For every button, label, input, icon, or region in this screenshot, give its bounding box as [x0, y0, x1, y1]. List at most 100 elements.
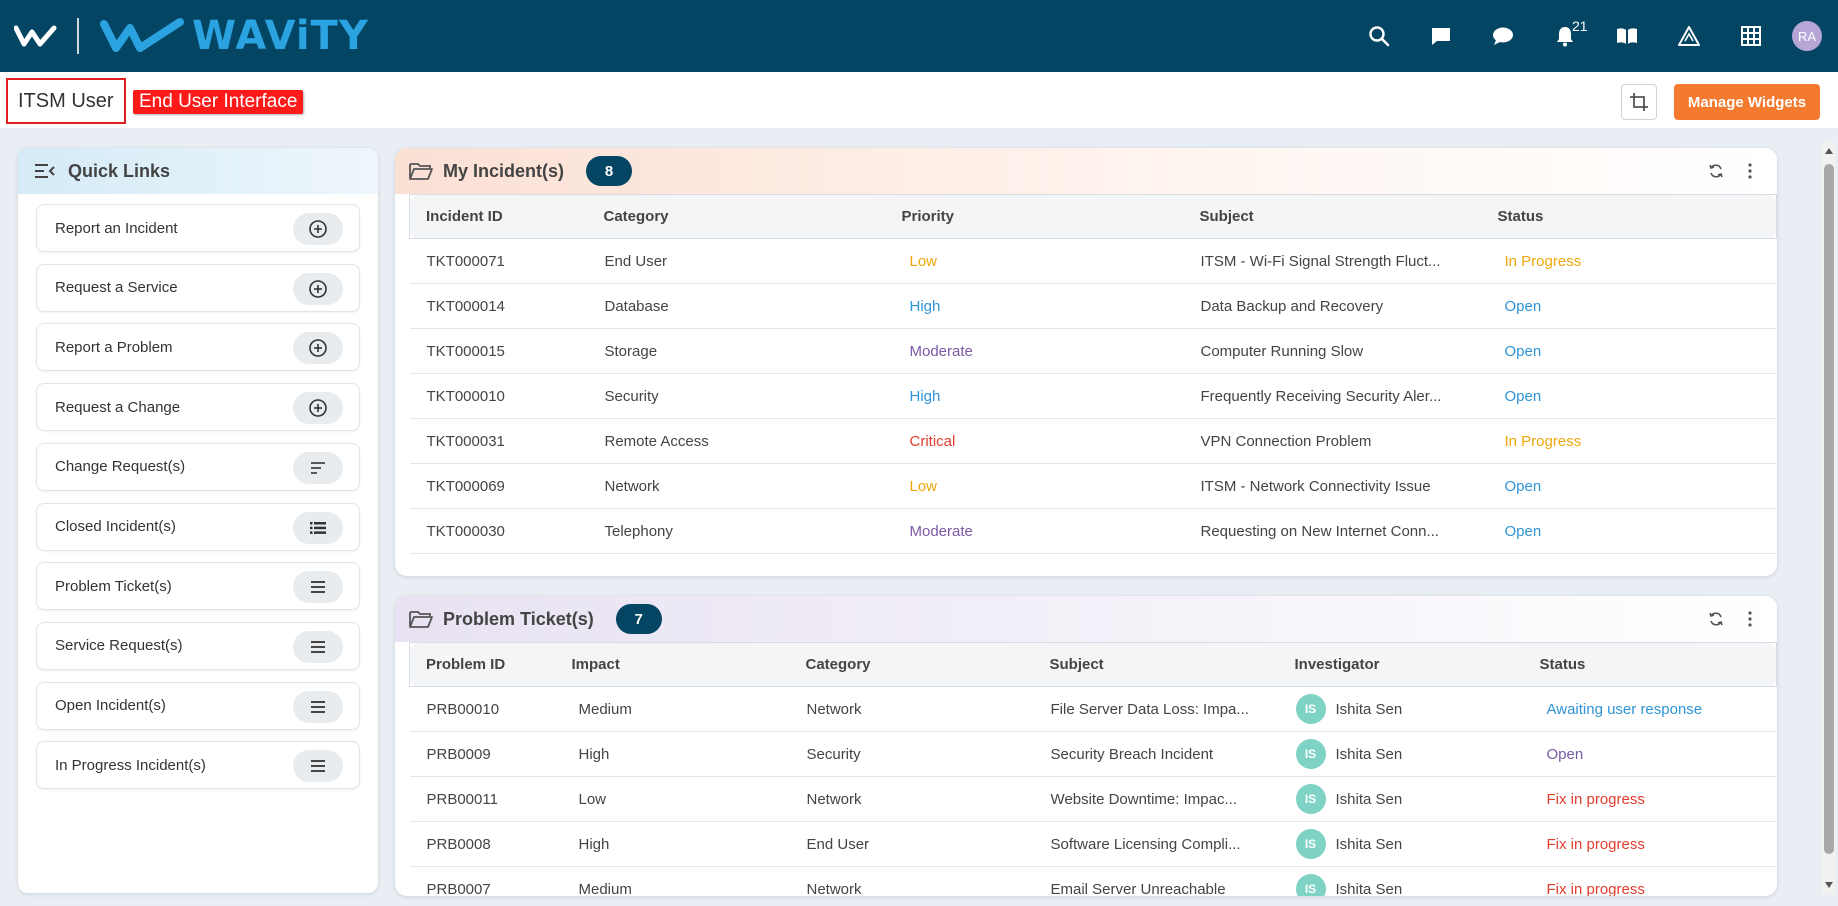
investigator-avatar: IS [1295, 874, 1326, 896]
quick-link-item[interactable]: Change Request(s) [36, 442, 360, 491]
column-header[interactable]: Priority [885, 194, 1184, 239]
incident-id: TKT000014 [409, 283, 588, 329]
wavity-wordmark: WAViTY [192, 13, 369, 59]
incident-row[interactable]: TKT000031 Remote Access Critical VPN Connec… [409, 418, 1777, 464]
incident-priority: Moderate [885, 508, 1184, 554]
menu-icon[interactable] [293, 571, 343, 604]
notifications-button[interactable]: 21 [1534, 0, 1596, 72]
quick-link-item[interactable]: Report an Incident [36, 204, 360, 252]
apps-grid-button[interactable] [1720, 0, 1782, 72]
column-header[interactable]: Subject [1183, 194, 1482, 239]
column-header[interactable]: Subject [1033, 642, 1279, 687]
quick-link-label: Closed Incident(s) [55, 518, 176, 535]
scroll-down-arrow-icon[interactable] [1825, 882, 1833, 888]
incident-row[interactable]: TKT000030 Telephony Moderate Requesting on … [409, 508, 1777, 554]
manage-widgets-button[interactable]: Manage Widgets [1674, 84, 1820, 120]
column-header[interactable]: Status [1523, 642, 1777, 687]
plus-circle-icon[interactable] [293, 332, 343, 365]
quick-link-item[interactable]: Report a Problem [36, 323, 360, 372]
refresh-button[interactable] [1699, 160, 1733, 182]
plus-circle-icon[interactable] [293, 392, 343, 425]
incident-row[interactable]: TKT000069 Network Low ITSM - Network Connec… [409, 463, 1777, 509]
incident-status: Open [1481, 373, 1777, 419]
messages-button[interactable] [1410, 0, 1472, 72]
search-button[interactable] [1348, 0, 1410, 72]
incidents-count-badge: 8 [586, 156, 633, 186]
problem-row[interactable]: PRB0007 Medium Network Email Server Unreach… [409, 866, 1777, 896]
incident-category: End User [587, 238, 886, 284]
incident-status: Open [1481, 283, 1777, 329]
incident-status: In Progress [1481, 418, 1777, 464]
scroll-up-arrow-icon[interactable] [1825, 148, 1833, 154]
plus-circle-icon[interactable] [293, 272, 343, 305]
incident-row[interactable]: TKT000015 Storage Moderate Computer Running… [409, 328, 1777, 374]
my-incidents-widget: My Incident(s) 8 Incident ID Category Pr… [395, 148, 1777, 576]
role-selector[interactable]: ITSM User [6, 78, 126, 124]
problem-row[interactable]: PRB00011 Low Network Website Downtime: Impa… [409, 776, 1777, 822]
quick-link-item[interactable]: Request a Service [36, 263, 360, 312]
quick-link-item[interactable]: Service Request(s) [36, 621, 360, 670]
problem-id: PRB0008 [409, 821, 556, 867]
menu-icon[interactable] [293, 750, 343, 783]
quick-link-item[interactable]: In Progress Incident(s) [36, 741, 360, 790]
wavity-mark-icon[interactable] [14, 24, 60, 48]
list-icon[interactable] [293, 511, 343, 544]
quick-link-label: Service Request(s) [55, 637, 183, 655]
incident-id: TKT000031 [409, 418, 588, 464]
quick-link-label: Report an Incident [55, 219, 178, 237]
user-avatar[interactable]: RA [1792, 21, 1822, 51]
collapse-menu-icon[interactable] [34, 162, 56, 180]
problem-category: Security [789, 731, 1034, 777]
column-header[interactable]: Impact [555, 642, 790, 687]
sub-header: ITSM User End User Interface Manage Widg… [0, 72, 1838, 128]
problem-investigator: IS Ishita Sen [1278, 686, 1524, 732]
investigator-name: Ishita Sen [1335, 790, 1403, 808]
page-scrollbar[interactable] [1822, 142, 1836, 894]
quick-link-item[interactable]: Open Incident(s) [36, 681, 360, 730]
problem-row[interactable]: PRB00010 Medium Network File Server Data Lo… [409, 686, 1777, 732]
sort-lines-icon[interactable] [293, 451, 343, 484]
quick-link-item[interactable]: Problem Ticket(s) [36, 562, 360, 611]
problem-row[interactable]: PRB0009 High Security Security Breach Incid… [409, 731, 1777, 777]
quick-link-label: Report a Problem [55, 338, 173, 356]
more-options-button[interactable] [1733, 160, 1767, 182]
plus-circle-icon[interactable] [293, 213, 343, 245]
incident-id: TKT000015 [409, 328, 588, 374]
problem-row[interactable]: PRB0008 High End User Software Licensing Co… [409, 821, 1777, 867]
problem-status: Open [1523, 731, 1777, 777]
incident-id: TKT000071 [409, 238, 588, 284]
kebab-menu-icon [1748, 611, 1752, 627]
column-header[interactable]: Category [587, 194, 886, 239]
column-header[interactable]: Investigator [1278, 642, 1524, 687]
incident-row[interactable]: TKT000010 Security High Frequently Receivin… [409, 373, 1777, 419]
menu-icon[interactable] [293, 630, 343, 663]
alerts-button[interactable] [1658, 0, 1720, 72]
incident-status: Open [1481, 463, 1777, 509]
problem-category: Network [789, 776, 1034, 822]
quick-link-item[interactable]: Request a Change [36, 383, 360, 432]
knowledge-base-button[interactable] [1596, 0, 1658, 72]
column-header[interactable]: Problem ID [409, 642, 556, 687]
top-navigation-bar: WAViTY 21 RA [0, 0, 1838, 72]
chat-button[interactable] [1472, 0, 1534, 72]
investigator-cell: IS Ishita Sen [1295, 874, 1524, 896]
quick-link-label: Open Incident(s) [55, 697, 166, 715]
incident-row[interactable]: TKT000071 End User Low ITSM - Wi-Fi Signal … [409, 238, 1777, 284]
refresh-button[interactable] [1699, 608, 1733, 630]
problems-header: Problem Ticket(s) 7 [395, 596, 1777, 642]
problem-category: Network [789, 866, 1034, 896]
incident-subject: ITSM - Network Connectivity Issue [1183, 463, 1482, 509]
problem-subject: Website Downtime: Impac... [1033, 776, 1279, 822]
more-options-button[interactable] [1733, 608, 1767, 630]
crop-layout-button[interactable] [1621, 84, 1657, 120]
problem-status: Fix in progress [1523, 821, 1777, 867]
column-header[interactable]: Incident ID [409, 194, 588, 239]
quick-link-item[interactable]: Closed Incident(s) [36, 502, 360, 551]
scrollbar-thumb[interactable] [1824, 164, 1834, 854]
column-header[interactable]: Status [1481, 194, 1777, 239]
incident-row[interactable]: TKT000014 Database High Data Backup and Rec… [409, 283, 1777, 329]
column-header[interactable]: Category [789, 642, 1034, 687]
logo-divider [77, 18, 79, 54]
refresh-icon [1709, 612, 1723, 626]
menu-icon[interactable] [293, 690, 343, 723]
